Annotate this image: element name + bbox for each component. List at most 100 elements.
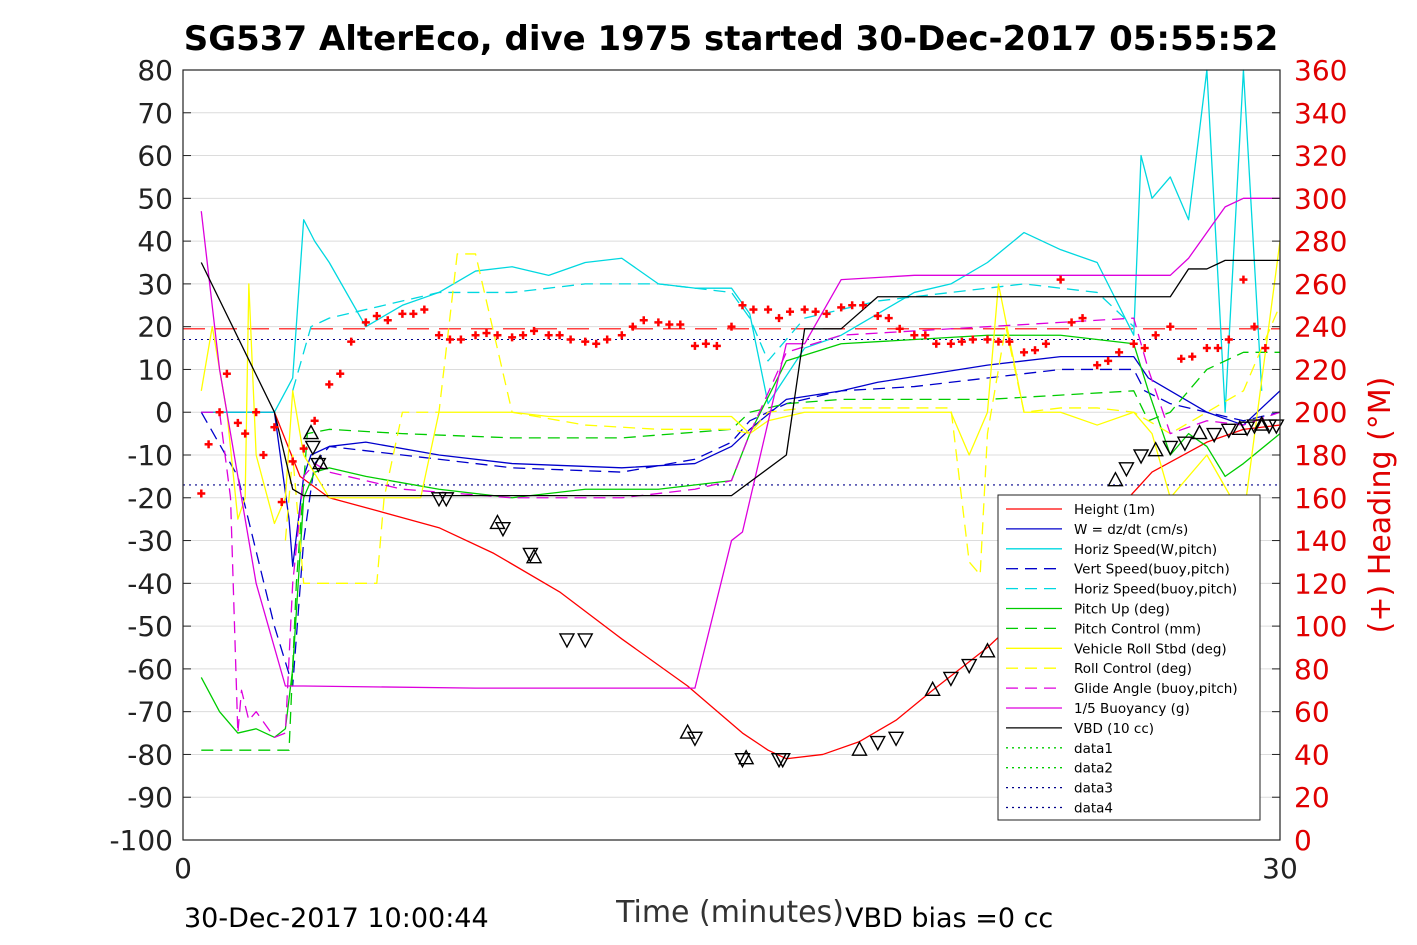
left-tick-label: -50 [127,610,173,643]
heading-point [701,339,710,348]
heading-point [299,444,308,453]
heading-point [222,369,231,378]
heading-point [1140,344,1149,353]
left-tick-label: -40 [127,567,173,600]
heading-point [471,331,480,340]
marker-triangle [525,548,543,564]
heading-point [383,316,392,325]
right-tick-label: 60 [1294,696,1330,729]
heading-point [204,440,213,449]
marker-triangle [1107,471,1124,487]
right-tick-label: 360 [1294,54,1347,87]
right-tick-label: 80 [1294,653,1330,686]
marker-triangle [961,658,978,675]
chart-title: SG537 AlterEco, dive 1975 started 30-Dec… [184,19,1279,59]
heading-point [434,331,443,340]
left-tick-label: 30 [137,268,173,301]
heading-point [197,489,206,498]
series-line-9 [201,317,1281,738]
x-axis-label: Time (minutes) [615,895,844,930]
heading-point [215,408,224,417]
heading-point [654,318,663,327]
heading-point [712,341,721,350]
marker-triangle [1132,449,1150,465]
marker-triangle [1206,427,1223,444]
heading-point [420,305,429,314]
left-tick-label: -10 [127,439,173,472]
heading-point [822,309,831,318]
heading-point [1177,354,1186,363]
marker-triangle [1253,415,1270,431]
heading-point [1151,331,1160,340]
marker-triangle [679,723,696,739]
left-tick-label: -90 [127,781,173,814]
legend-label: Height (1m) [1074,502,1155,518]
heading-point [1188,352,1197,361]
footer-vbd-bias: VBD bias =0 cc [845,903,1053,934]
right-tick-label: 160 [1294,482,1347,515]
heading-point [1224,335,1233,344]
heading-point [1261,344,1270,353]
legend-label: Vehicle Roll Stbd (deg) [1074,641,1227,657]
footer-timestamp: 30-Dec-2017 10:00:44 [184,903,489,934]
left-tick-label: -100 [109,824,173,857]
heading-point [493,331,502,340]
left-tick-label: -80 [127,738,173,771]
marker-triangle [737,749,755,765]
right-tick-label: 140 [1294,525,1347,558]
heading-point [347,337,356,346]
marker-triangle [1246,419,1263,435]
right-tick-label: 40 [1294,738,1330,771]
marker-triangle [577,633,594,649]
heading-point [873,311,882,320]
heading-point [233,418,242,427]
right-tick-label: 120 [1294,567,1347,600]
marker-triangle [774,753,791,769]
heading-point [1005,337,1014,346]
heading-point [1202,344,1211,353]
heading-point [848,301,857,310]
heading-point [639,316,648,325]
heading-point [1067,318,1076,327]
left-tick-label: 0 [155,396,173,429]
heading-point [786,307,795,316]
marker-triangle [869,735,886,752]
heading-point [727,322,736,331]
marker-triangle [522,547,539,563]
left-tick-label: -70 [127,696,173,729]
marker-triangle [1238,421,1256,437]
heading-point [957,337,966,346]
legend-label: data2 [1074,761,1113,777]
marker-triangle [734,753,751,769]
left-tick-label: 10 [137,353,173,386]
marker-triangle [979,642,996,658]
left-tick-label: 20 [137,311,173,344]
left-tick-label: 60 [137,140,173,173]
heading-point [1239,275,1248,284]
heading-point [544,331,553,340]
marker-triangle [851,740,868,756]
heading-point [859,301,868,310]
heading-point [508,333,517,342]
heading-point [738,301,747,310]
heading-point [277,498,286,507]
heading-point [372,311,381,320]
marker-triangle [942,671,960,687]
heading-point [1093,361,1102,370]
heading-point [603,335,612,344]
legend-label: W = dz/dt (cm/s) [1074,522,1188,538]
right-tick-label: 320 [1294,140,1347,173]
left-tick-label: 40 [137,225,173,258]
right-axis-label: (+) Heading (°M) [1363,377,1398,634]
left-tick-label: -30 [127,525,173,558]
marker-triangle [489,513,506,530]
series-line-5 [200,334,1281,738]
left-tick-label: -60 [127,653,173,686]
heading-points [197,275,1270,507]
heading-point [749,305,758,314]
heading-point [555,331,564,340]
heading-point [764,305,773,314]
series-line-8 [284,253,1281,584]
heading-point [1129,339,1138,348]
marker-triangle [438,492,455,508]
